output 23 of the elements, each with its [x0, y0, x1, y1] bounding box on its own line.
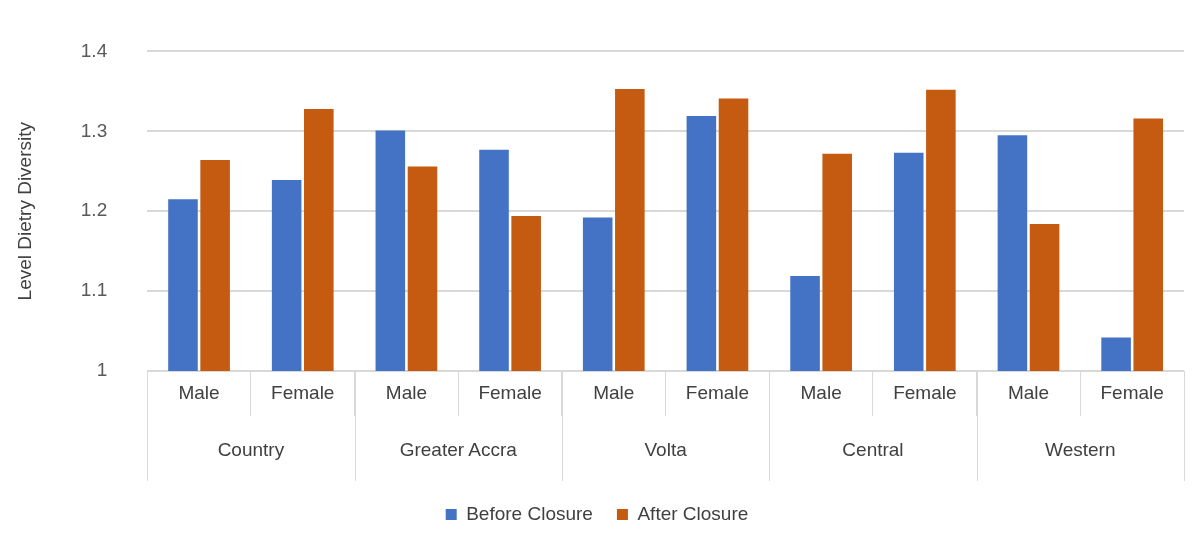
- x-tick-label: Male: [178, 381, 220, 403]
- y-tick-label: 1.1: [80, 279, 108, 301]
- y-tick-label: 1.3: [80, 119, 108, 141]
- y-tick-label: 1.4: [80, 39, 108, 61]
- x-tick-label: Female: [271, 381, 335, 403]
- x-tick-label: Male: [1007, 381, 1050, 403]
- text: Western: [1045, 439, 1116, 461]
- x-tick-label: Male: [800, 381, 842, 403]
- text: Country: [217, 439, 285, 461]
- text: Greater Accra: [399, 439, 518, 461]
- legend-label: After Closure: [637, 502, 749, 524]
- x-tick-label: Female: [685, 381, 750, 403]
- text: Central: [842, 439, 904, 461]
- legend-label: Before Closure: [466, 502, 593, 524]
- x-tick-label: Male: [593, 381, 635, 403]
- y-tick-label: 1.2: [80, 199, 108, 221]
- text: Volta: [644, 439, 688, 461]
- x-tick-label: Female: [478, 381, 542, 403]
- x-tick-label: Female: [1100, 381, 1164, 403]
- y-axis-title: Level Dietry Diversity: [13, 121, 35, 301]
- x-tick-label: Male: [385, 381, 427, 403]
- y-tick-label: 1: [96, 359, 108, 381]
- x-tick-label: Female: [893, 381, 957, 403]
